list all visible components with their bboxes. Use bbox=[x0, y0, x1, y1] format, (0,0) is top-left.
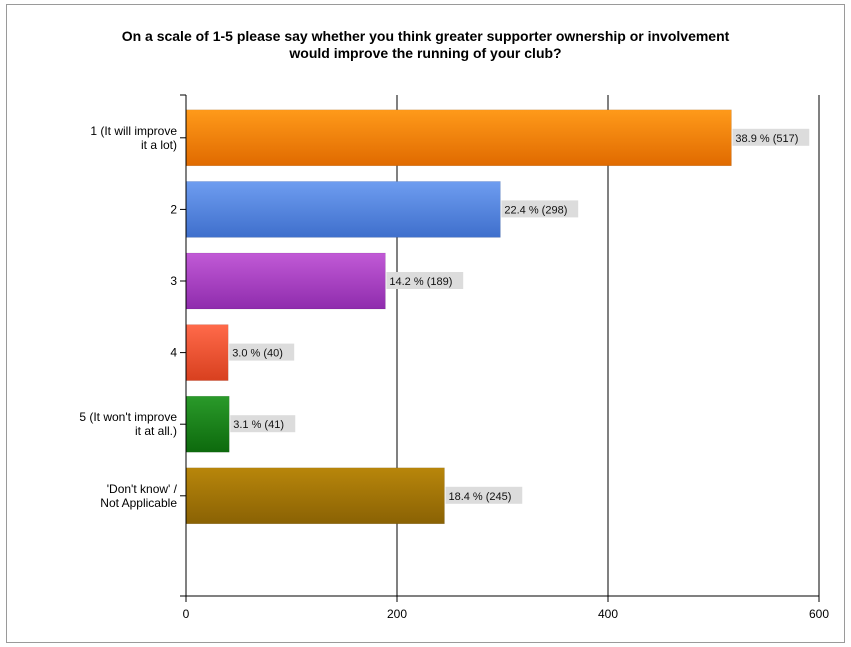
bar-4 bbox=[185, 324, 229, 381]
category-label-2: 2 bbox=[170, 202, 177, 216]
chart-title-line-2: would improve the running of your club? bbox=[289, 45, 562, 61]
x-tick-label-600: 600 bbox=[809, 607, 829, 621]
x-tick-label-400: 400 bbox=[598, 607, 618, 621]
data-label-5: 3.1 % (41) bbox=[233, 419, 284, 431]
data-label-bg-2 bbox=[501, 200, 579, 218]
data-label-bg-6 bbox=[445, 486, 523, 504]
bar-5 bbox=[185, 395, 230, 453]
data-label-2: 22.4 % (298) bbox=[504, 204, 567, 216]
bar-2 bbox=[185, 181, 501, 238]
data-label-bg-5 bbox=[230, 415, 296, 433]
data-label-4: 3.0 % (40) bbox=[232, 348, 283, 360]
data-label-bg-1 bbox=[732, 128, 810, 146]
category-label-4: 4 bbox=[170, 346, 177, 360]
bar-1 bbox=[185, 109, 732, 167]
data-label-6: 18.4 % (245) bbox=[448, 491, 511, 503]
data-label-bg-3 bbox=[386, 272, 464, 289]
data-label-1: 38.9 % (517) bbox=[735, 133, 798, 145]
category-label-6: 'Don't know' / Not Applicable bbox=[100, 482, 177, 510]
category-label-1: 1 (It will improve it a lot) bbox=[90, 124, 177, 152]
x-tick-label-0: 0 bbox=[183, 607, 190, 621]
category-label-3: 3 bbox=[170, 274, 177, 288]
data-label-3: 14.2 % (189) bbox=[389, 276, 452, 288]
bar-6 bbox=[185, 467, 445, 525]
chart-title: On a scale of 1-5 please say whether you… bbox=[0, 28, 851, 62]
chart-title-line-1: On a scale of 1-5 please say whether you… bbox=[121, 28, 730, 44]
bar-3 bbox=[185, 252, 386, 310]
x-tick-label-200: 200 bbox=[387, 607, 407, 621]
category-label-5: 5 (It won't improve it at all.) bbox=[79, 410, 177, 438]
data-label-bg-4 bbox=[229, 343, 295, 361]
